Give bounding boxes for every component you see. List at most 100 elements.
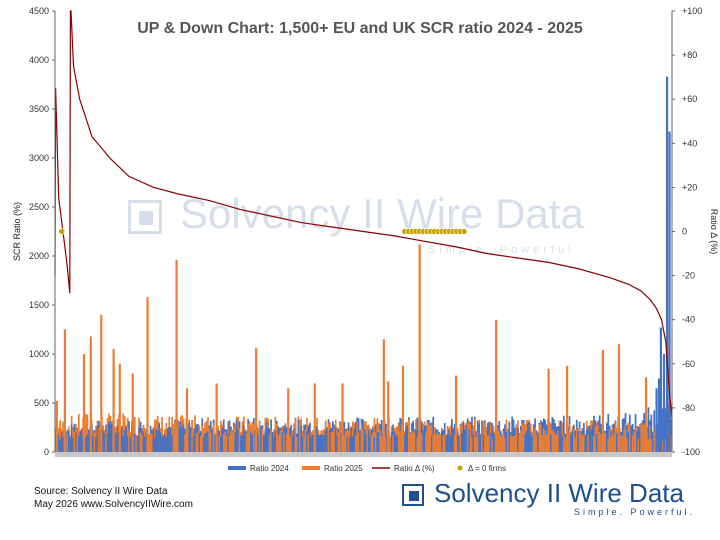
bar [283,432,285,452]
bar [396,436,399,452]
right-tick-label: +40 [682,138,697,148]
bar [290,434,293,452]
bar [86,414,89,452]
bar [281,432,284,452]
bar [409,433,412,452]
bar [85,437,87,452]
bar [429,425,432,452]
bar [511,416,514,452]
bar [374,432,377,452]
bar [585,430,588,452]
bar [446,434,449,452]
bar [496,427,499,452]
bar [220,436,222,452]
bar [92,435,95,452]
bar [356,421,359,452]
bar [60,431,63,452]
bar [175,259,178,452]
bar [125,426,128,452]
left-tick-label: 4500 [29,6,49,16]
bar [255,348,258,452]
bar [588,425,591,452]
watermark-logo-icon [128,200,162,234]
bar [115,434,117,452]
bar [242,425,245,452]
bar [367,430,370,452]
brand-logo[interactable]: Solvency II Wire Data Simple. Powerful. [398,478,698,520]
bar [333,428,336,452]
bar [492,432,495,452]
bar [126,418,129,452]
bar [72,437,74,452]
bar [638,428,641,452]
bar [224,431,227,452]
bar [562,415,565,452]
bar [156,431,159,452]
bar [352,436,354,452]
bar [286,434,288,452]
bar [172,425,175,452]
bar [86,434,89,452]
left-tick-label: 500 [34,398,49,408]
bar [484,422,486,452]
bar [471,437,473,452]
right-tick-label: -60 [682,359,695,369]
right-tick-label: -40 [682,315,695,325]
bar [570,434,572,452]
bar [397,423,400,452]
bar [230,430,232,452]
bar [580,433,582,452]
bar [357,432,360,452]
source-text: Source: Solvency II Wire Data [34,486,168,497]
bar [234,432,237,452]
right-tick-label: 0 [682,227,687,237]
bar [76,429,79,452]
bar [192,436,195,452]
bar [539,424,542,452]
bar [225,435,228,452]
bar [105,432,107,452]
bar [640,424,643,452]
bar [518,434,521,452]
bar [605,423,608,452]
bar [123,429,126,452]
bar [512,436,515,452]
bar [253,424,255,452]
bar [112,349,115,452]
bar [578,428,581,452]
bar [373,417,376,452]
bar [473,418,476,452]
bar [608,428,611,452]
bar [303,435,305,452]
bar [438,434,440,452]
bar [179,421,182,452]
bar [316,426,318,452]
bar [110,424,113,452]
bar [227,434,229,452]
bar [102,429,105,452]
bar [406,425,409,452]
bar [607,413,610,452]
bar [665,76,669,452]
legend: Ratio 2024 Ratio 2025 Ratio Δ (%) Δ = 0 fir… [228,464,506,473]
bar [547,368,550,452]
bar [390,432,393,452]
bar [499,435,502,452]
bar [448,430,450,452]
bar [512,419,515,452]
bar [145,433,148,452]
bar [346,436,349,452]
bar [108,422,110,452]
bar [362,428,364,452]
bar [466,423,469,452]
bar [597,425,600,452]
bar [321,434,324,452]
bar [241,434,244,452]
bar [600,434,602,452]
bars-layer [55,76,673,453]
bar [451,419,453,452]
bar [534,427,536,452]
bar [288,436,291,452]
bar [380,435,383,452]
bar [354,435,357,452]
